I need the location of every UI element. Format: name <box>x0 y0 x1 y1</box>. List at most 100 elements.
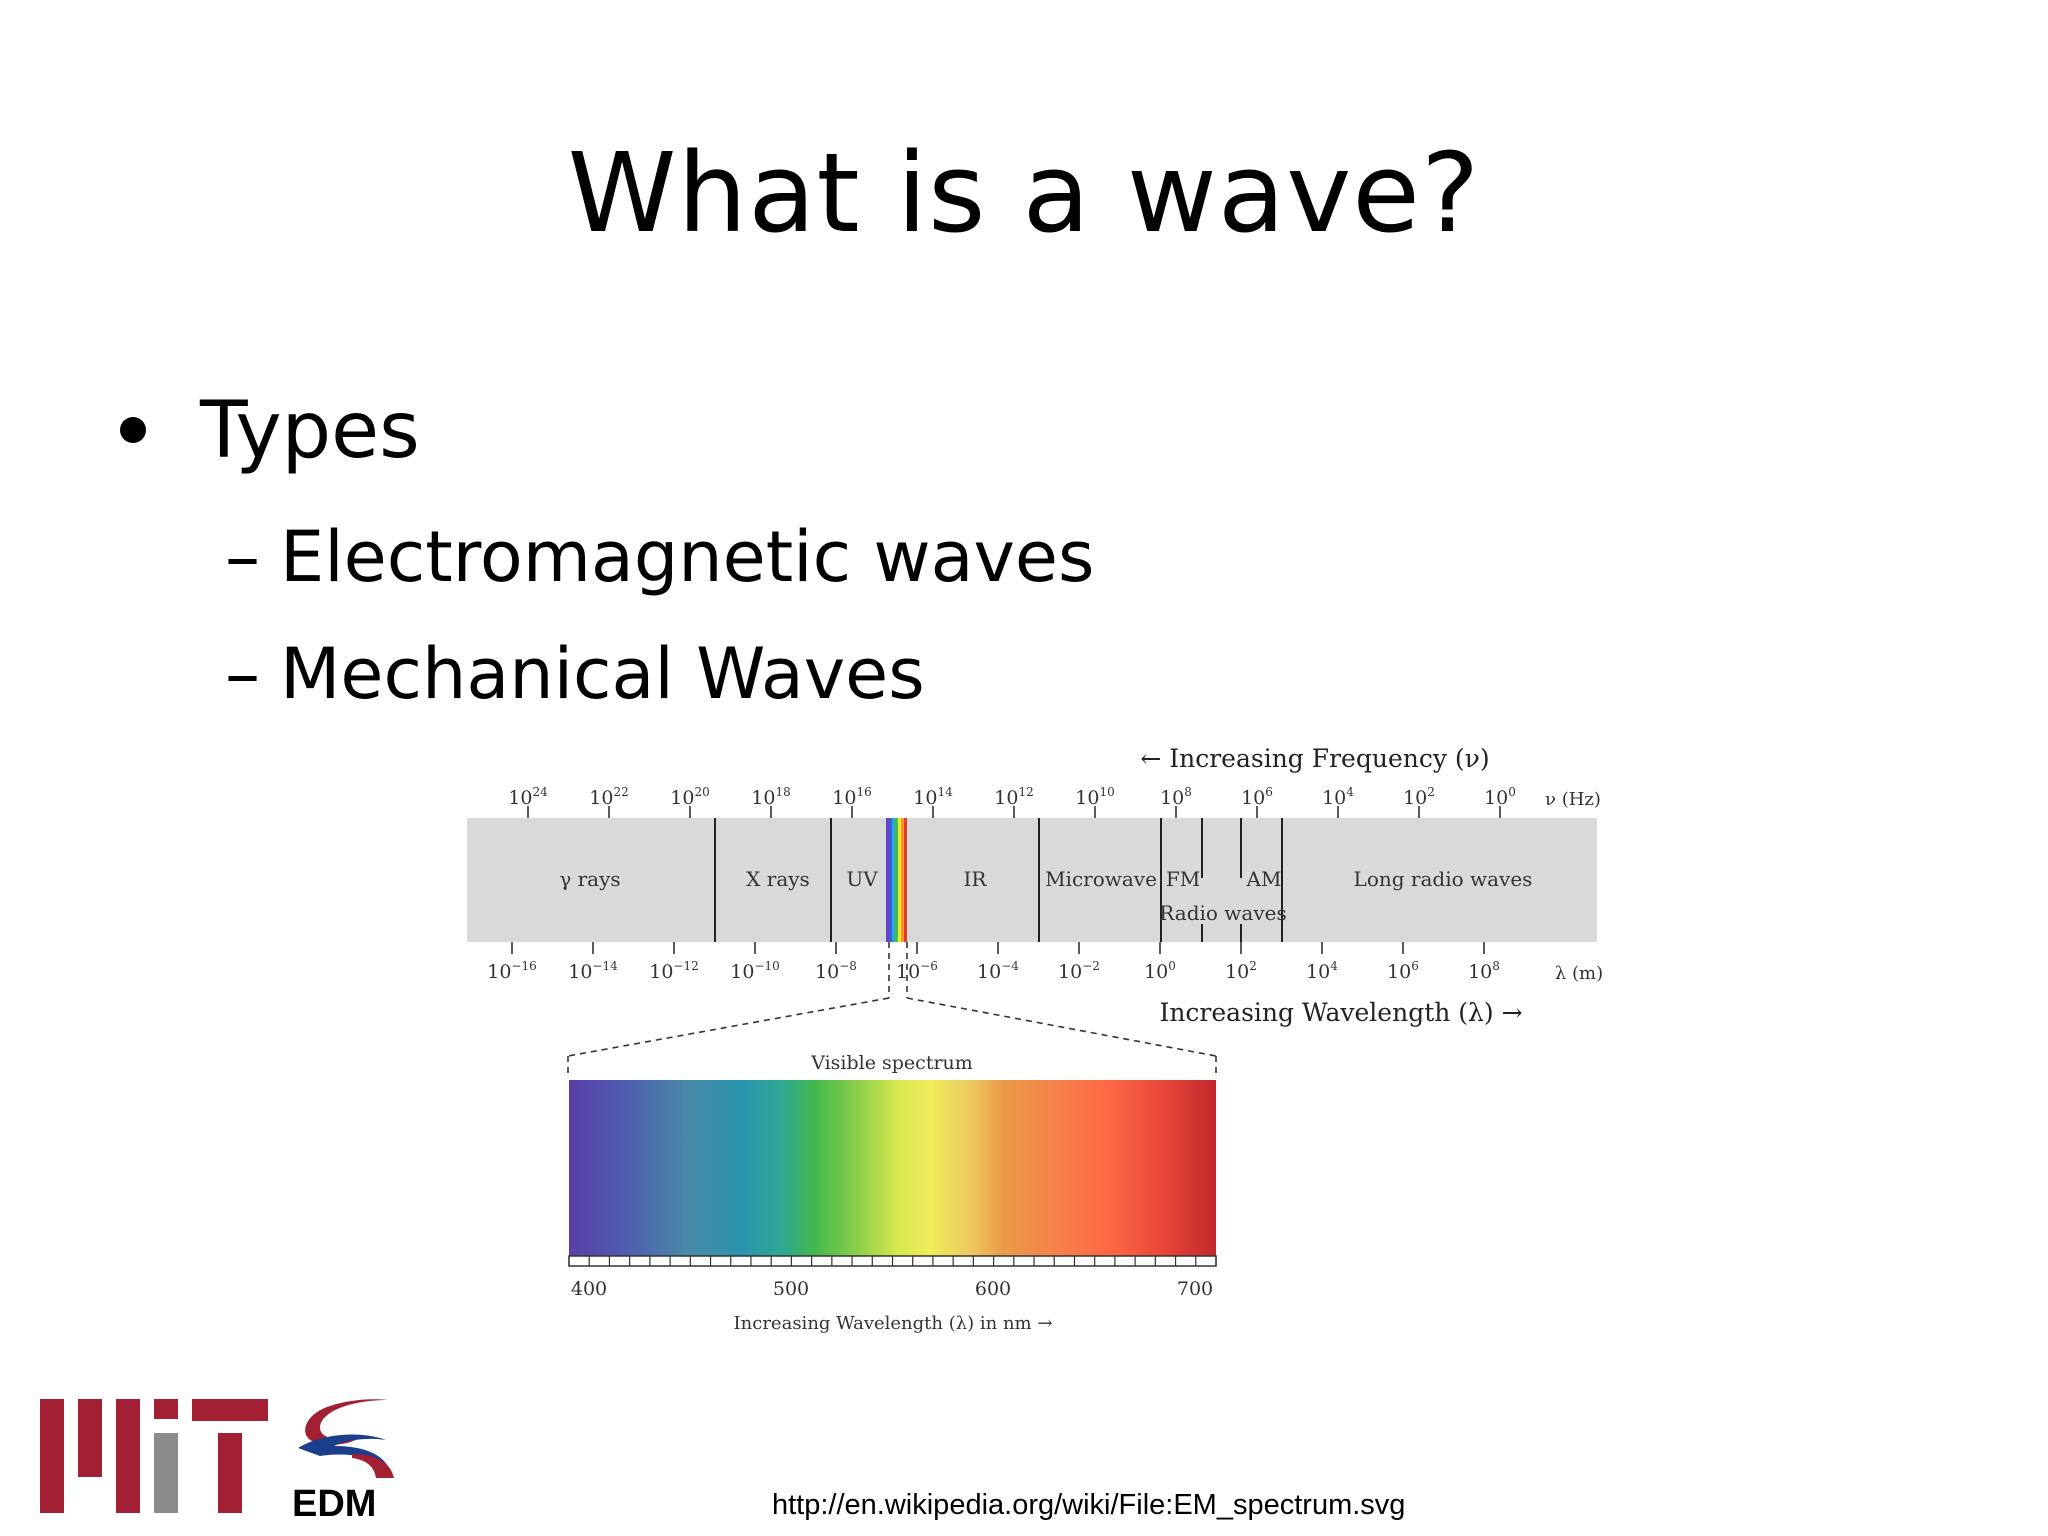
visible-tick-700: 700 <box>1177 1278 1213 1300</box>
wavelength-tick-exponent: −14 <box>592 959 618 973</box>
region-microwave-label: Microwave <box>1045 867 1157 891</box>
mit-logo-bar-5 <box>154 1433 178 1513</box>
wavelength-tick-label: 108 <box>1468 959 1500 983</box>
region-fm-label: FM <box>1166 867 1200 891</box>
mit-logo-bar-6 <box>192 1399 268 1421</box>
sub-bullet-mechanical: – Mechanical Waves <box>225 633 925 715</box>
wavelength-tick-exponent: 4 <box>1330 959 1338 973</box>
frequency-tick-label: 108 <box>1160 785 1192 809</box>
wavelength-tick-base: 10 <box>1144 961 1168 983</box>
bullet-dot <box>120 416 146 443</box>
wavelength-tick-exponent: 2 <box>1249 959 1257 973</box>
wavelength-tick-base: 10 <box>1306 961 1330 983</box>
mit-logo-bar-1 <box>40 1399 64 1513</box>
frequency-tick-exponent: 16 <box>856 785 871 799</box>
frequency-tick-base: 10 <box>670 787 694 809</box>
mit-logo <box>40 1399 268 1513</box>
sub-bullet-mechanical-label: Mechanical Waves <box>280 633 925 715</box>
wavelength-heading: Increasing Wavelength (λ) → <box>1159 998 1522 1027</box>
frequency-unit-label: ν (Hz) <box>1545 789 1601 810</box>
frequency-tick-label: 1016 <box>832 785 871 809</box>
edm-logo-swoosh-bottom <box>352 1454 394 1478</box>
zoom-line-right-diagonal <box>906 997 1217 1057</box>
region-radio-label: Radio waves <box>1159 901 1286 925</box>
bullet-types: Types <box>120 385 420 477</box>
visible-strip-violet <box>886 818 889 942</box>
region-xray-label: X rays <box>746 867 810 891</box>
frequency-tick-base: 10 <box>589 787 613 809</box>
visible-tick-500: 500 <box>773 1278 809 1300</box>
wavelength-tick-base: 10 <box>730 961 754 983</box>
edm-logo-swoosh-mid <box>298 1434 390 1470</box>
visible-strip <box>886 818 907 942</box>
wavelength-tick-label: 106 <box>1387 959 1419 983</box>
visible-strip-blue <box>889 818 892 942</box>
frequency-tick-exponent: 10 <box>1099 785 1114 799</box>
frequency-tick-base: 10 <box>1075 787 1099 809</box>
frequency-tick-label: 106 <box>1241 785 1273 809</box>
wavelength-tick-exponent: −12 <box>673 959 698 973</box>
wavelength-tick-base: 10 <box>896 961 920 983</box>
wavelength-tick-exponent: 6 <box>1411 959 1419 973</box>
frequency-tick-label: 1014 <box>913 785 953 809</box>
visible-minor-ticks <box>568 1256 1217 1266</box>
wavelength-tick-base: 10 <box>487 961 511 983</box>
frequency-tick-exponent: 2 <box>1427 785 1435 799</box>
wavelength-tick-label: 10−14 <box>568 959 618 983</box>
frequency-tick-label: 1018 <box>751 785 790 809</box>
wavelength-tick-exponent: 8 <box>1492 959 1500 973</box>
wavelength-tick-label: 104 <box>1306 959 1338 983</box>
frequency-tick-base: 10 <box>1160 787 1184 809</box>
visible-strip-orange <box>901 818 904 942</box>
frequency-tick-base: 10 <box>1322 787 1346 809</box>
edm-logo-text: EDM <box>292 1483 377 1525</box>
visible-strip-cyan <box>892 818 895 942</box>
frequency-tick-base: 10 <box>1484 787 1508 809</box>
frequency-heading: ← Increasing Frequency (ν) <box>1140 744 1489 773</box>
frequency-tick-base: 10 <box>1241 787 1265 809</box>
source-link[interactable]: http://en.wikipedia.org/wiki/File:EM_spe… <box>772 1489 1406 1521</box>
sub-bullet-electromagnetic-label: Electromagnetic waves <box>280 516 1095 598</box>
frequency-tick-exponent: 14 <box>937 785 953 799</box>
frequency-tick-exponent: 4 <box>1346 785 1354 799</box>
edm-logo-swoosh-top <box>305 1399 388 1445</box>
wavelength-tick-base: 10 <box>568 961 592 983</box>
region-uv-label: UV <box>846 867 878 891</box>
spectrum-band <box>467 818 1597 942</box>
wavelength-tick-base: 10 <box>1058 961 1082 983</box>
wavelength-tick-base: 10 <box>1387 961 1411 983</box>
visible-spectrum-gradient <box>569 1080 1216 1256</box>
frequency-tick-label: 1024 <box>508 785 548 809</box>
region-long-radio-label: Long radio waves <box>1354 867 1533 891</box>
wavelength-tick-exponent: −4 <box>1001 959 1019 973</box>
region-gamma-label: γ rays <box>559 867 620 891</box>
region-ir-label: IR <box>964 867 988 891</box>
frequency-tick-base: 10 <box>832 787 856 809</box>
wavelength-tick-label: 10−12 <box>649 959 699 983</box>
frequency-tick-label: 1020 <box>670 785 709 809</box>
sub-bullet-electromagnetic: – Electromagnetic waves <box>225 516 1095 598</box>
mit-logo-bar-4 <box>154 1399 178 1419</box>
wavelength-tick-base: 10 <box>1468 961 1492 983</box>
wavelength-tick-label: 10−8 <box>815 959 857 983</box>
frequency-tick-exponent: 6 <box>1265 785 1273 799</box>
frequency-tick-exponent: 0 <box>1508 785 1516 799</box>
frequency-tick-base: 10 <box>913 787 937 809</box>
wavelength-tick-label: 10−4 <box>977 959 1019 983</box>
edm-logo-mark <box>298 1399 394 1478</box>
wavelength-tick-label: 10−6 <box>896 959 938 983</box>
frequency-tick-base: 10 <box>994 787 1018 809</box>
visible-strip-yellow <box>898 818 901 942</box>
wavelength-tick-label: 102 <box>1225 959 1257 983</box>
frequency-tick-base: 10 <box>751 787 775 809</box>
wavelength-tick-label: 100 <box>1144 959 1176 983</box>
mit-logo-bar-3 <box>116 1399 140 1513</box>
frequency-tick-base: 10 <box>1403 787 1427 809</box>
wavelength-tick-exponent: −2 <box>1082 959 1100 973</box>
visible-tick-400: 400 <box>571 1278 607 1300</box>
frequency-tick-label: 1012 <box>994 785 1033 809</box>
wavelength-tick-exponent: 0 <box>1168 959 1176 973</box>
frequency-tick-label: 1010 <box>1075 785 1114 809</box>
frequency-tick-exponent: 12 <box>1018 785 1033 799</box>
